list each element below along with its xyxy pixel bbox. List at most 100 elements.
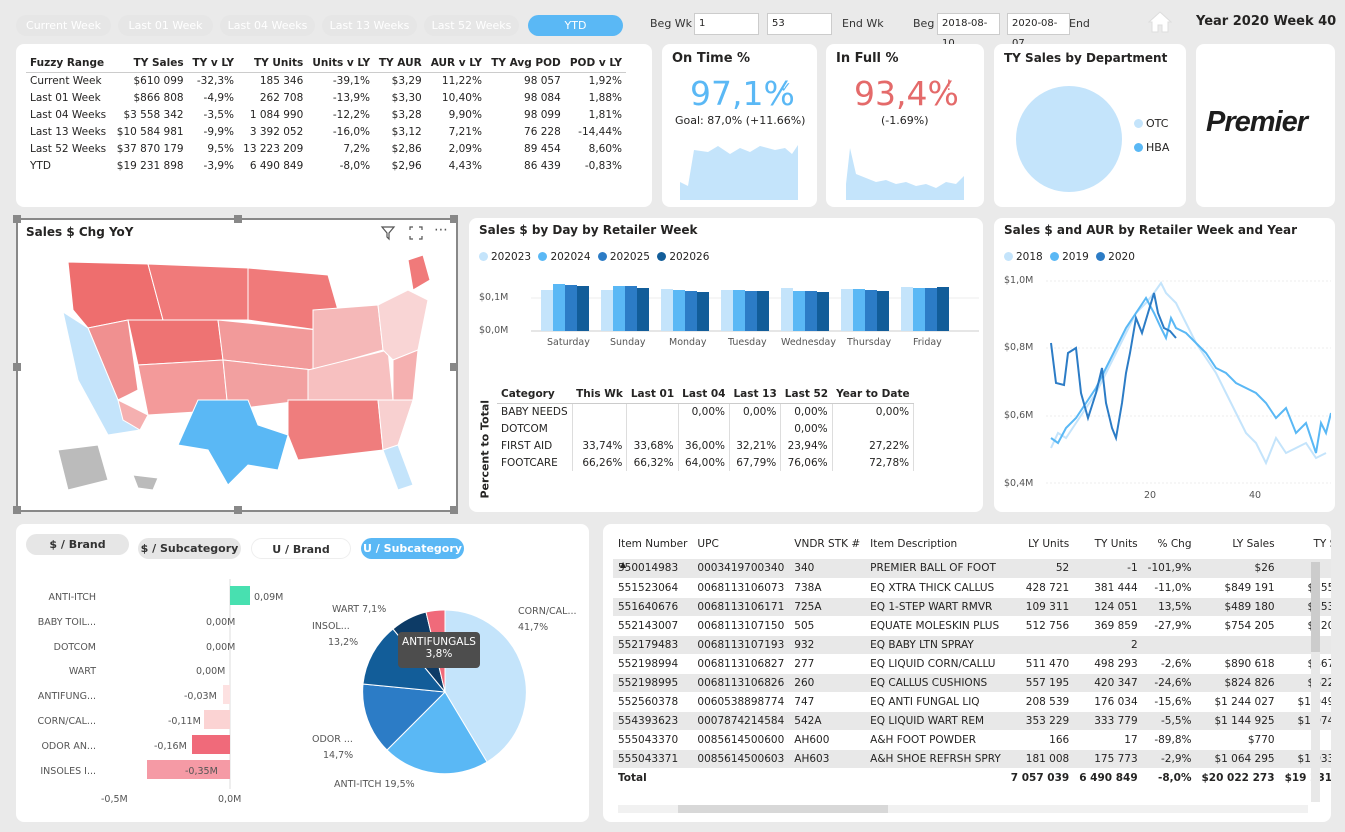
filter-icon[interactable]	[380, 225, 396, 241]
column-header[interactable]: TY Units	[238, 54, 308, 73]
tab-current-week[interactable]: Current Week	[16, 15, 111, 36]
column-header[interactable]: Category	[497, 385, 573, 404]
column-header[interactable]: Last 52	[780, 385, 833, 404]
table-cell	[1005, 635, 1075, 655]
dollar-subcategory-button[interactable]: $ / Subcategory	[138, 538, 241, 559]
column-header[interactable]: TY v LY	[187, 54, 239, 73]
legend-item[interactable]: 202025	[597, 251, 650, 263]
column-header[interactable]: % Chg	[1157, 538, 1192, 550]
legend-label: 202024	[550, 251, 591, 263]
beg-date-input[interactable]: 2018-08-10	[937, 13, 1000, 49]
table-cell: EQ ANTI FUNGAL LIQ	[865, 692, 1006, 712]
us-map[interactable]	[48, 250, 438, 500]
tab-last-01-week[interactable]: Last 01 Week	[118, 15, 213, 36]
table-row[interactable]: 552198995 0068113106826 260 EQ CALLUS CUSHI…	[613, 673, 1331, 693]
table-row[interactable]: 551523064 0068113106073 738A EQ XTRA THICK …	[613, 578, 1331, 598]
column-header[interactable]: LY Units	[1028, 538, 1070, 550]
table-row[interactable]: Last 04 Weeks $3 558 342 -3,5% 1 084 990 -12…	[26, 106, 626, 123]
table-row[interactable]: 552198994 0068113106827 277 EQ LIQUID CORN/…	[613, 654, 1331, 674]
tab-last-13-weeks[interactable]: Last 13 Weeks	[322, 15, 417, 36]
column-header[interactable]: This Wk	[572, 385, 627, 404]
table-row[interactable]: 552143007 0068113107150 505 EQUATE MOLESKIN…	[613, 616, 1331, 636]
table-row[interactable]: 552179483 0068113107193 932 EQ BABY LTN SPR…	[613, 635, 1331, 655]
table-row[interactable]: 551640676 0068113106171 725A EQ 1-STEP WART…	[613, 597, 1331, 617]
table-cell: 260	[789, 673, 866, 693]
legend-item[interactable]: 2020	[1096, 251, 1135, 263]
legend-item[interactable]: 202026	[657, 251, 709, 263]
tab-last-04-weeks[interactable]: Last 04 Weeks	[220, 15, 315, 36]
units-brand-button[interactable]: U / Brand	[251, 538, 351, 559]
more-options-icon[interactable]: ⋯	[434, 222, 448, 238]
resize-handle[interactable]	[450, 506, 458, 514]
table-row[interactable]: Last 52 Weeks $37 870 179 9,5% 13 223 209 7,…	[26, 140, 626, 157]
tab-last-52-weeks[interactable]: Last 52 Weeks	[424, 15, 519, 36]
table-cell: 552198995	[613, 673, 693, 693]
legend-item[interactable]: 202024	[538, 251, 591, 263]
resize-handle[interactable]	[234, 506, 242, 514]
column-header[interactable]: AUR v LY	[425, 54, 486, 73]
column-header[interactable]: Last 04	[678, 385, 730, 404]
units-subcategory-button[interactable]: U / Subcategory	[361, 538, 464, 559]
table-cell: 555043371	[613, 749, 693, 769]
table-row[interactable]: BABY NEEDS 0,00% 0,00% 0,00% 0,00%	[497, 403, 915, 420]
legend-item[interactable]: 202023	[479, 251, 531, 263]
column-header[interactable]: Last 01	[626, 385, 679, 404]
day-bars[interactable]	[531, 278, 981, 333]
x-tick-label: Sunday	[610, 337, 646, 348]
resize-handle[interactable]	[234, 215, 242, 223]
table-cell: ($8)	[1279, 559, 1331, 579]
resize-handle[interactable]	[13, 215, 21, 223]
column-header[interactable]: TY Sales	[111, 54, 188, 73]
table-row[interactable]: Last 13 Weeks $10 584 981 -9,9% 3 392 052 -1…	[26, 123, 626, 140]
resize-handle[interactable]	[450, 363, 458, 371]
legend-item[interactable]: 2018	[1004, 251, 1043, 263]
aur-lines[interactable]	[1046, 273, 1331, 493]
subcategory-bars[interactable]	[112, 579, 292, 789]
table-row[interactable]: 554393623 0007874214584 542A EQ LIQUID WART…	[613, 711, 1331, 731]
table-row[interactable]: FIRST AID 33,74% 33,68% 36,00% 32,21% 23,94% 2…	[497, 437, 915, 454]
table-row[interactable]: 555043370 0085614500600 AH600 A&H FOOT POWD…	[613, 730, 1331, 750]
table-row[interactable]: Current Week $610 099 -32,3% 185 346 -39,1% $…	[26, 72, 626, 89]
home-icon[interactable]	[1147, 10, 1173, 34]
vertical-scrollbar[interactable]	[1311, 562, 1320, 802]
dollar-brand-button[interactable]: $ / Brand	[26, 534, 129, 555]
column-header[interactable]: Fuzzy Range	[26, 54, 112, 73]
column-header[interactable]: Item Number	[618, 538, 688, 550]
column-header[interactable]: TY Avg POD	[485, 54, 565, 73]
column-header[interactable]: POD v LY	[564, 54, 626, 73]
focus-mode-icon[interactable]	[408, 225, 424, 241]
end-wk-input[interactable]: 53	[767, 13, 832, 35]
table-row[interactable]: 552560378 0060538898774 747 EQ ANTI FUNGAL …	[613, 692, 1331, 712]
column-header[interactable]: LY Sales	[1232, 538, 1275, 550]
column-header[interactable]: UPC	[697, 538, 719, 550]
column-header[interactable]: Year to Date	[832, 385, 914, 404]
table-cell: Last 04 Weeks	[30, 108, 107, 121]
table-cell: 0068113106827	[692, 654, 790, 674]
tab-ytd[interactable]: YTD	[528, 15, 623, 36]
table-row[interactable]: Last 01 Week $866 808 -4,9% 262 708 -13,9% $3…	[26, 89, 626, 106]
resize-handle[interactable]	[13, 506, 21, 514]
table-row[interactable]: YTD $19 231 898 -3,9% 6 490 849 -8,0% $2,96 4,…	[26, 157, 626, 174]
table-row[interactable]: FOOTCARE 66,26% 66,32% 64,00% 67,79% 76,06% 72…	[497, 454, 915, 471]
horizontal-scrollbar[interactable]	[618, 805, 1308, 813]
column-header[interactable]: TY Units	[1094, 538, 1138, 550]
column-header[interactable]: TY AUR	[374, 54, 426, 73]
column-header[interactable]: Item Description	[870, 538, 958, 550]
table-row[interactable]: 550014983 0003419700340 340 PREMIER BALL OF…	[613, 559, 1331, 579]
column-header[interactable]: Last 13	[729, 385, 781, 404]
sort-arrow-icon: ▲	[620, 560, 627, 569]
end-date-input[interactable]: 2020-08-07	[1007, 13, 1070, 49]
table-row[interactable]: DOTCOM 0,00%	[497, 420, 915, 437]
column-header[interactable]: Units v LY	[307, 54, 375, 73]
column-header[interactable]: TY Sales	[1313, 538, 1331, 550]
column-header[interactable]: VNDR STK #	[794, 538, 861, 550]
table-row[interactable]: 555043371 0085614500603 AH603 A&H SHOE REFR…	[613, 749, 1331, 769]
department-pie[interactable]	[1014, 84, 1124, 194]
resize-handle[interactable]	[450, 215, 458, 223]
legend-item[interactable]: 2019	[1050, 251, 1089, 263]
beg-wk-input[interactable]: 1	[694, 13, 759, 35]
total-row: Total 7 057 039 6 490 849 -8,0% $20 022 273 $…	[613, 767, 1331, 788]
on-time-title: On Time %	[672, 51, 751, 66]
table-cell: 0,00%	[678, 403, 730, 420]
resize-handle[interactable]	[13, 363, 21, 371]
